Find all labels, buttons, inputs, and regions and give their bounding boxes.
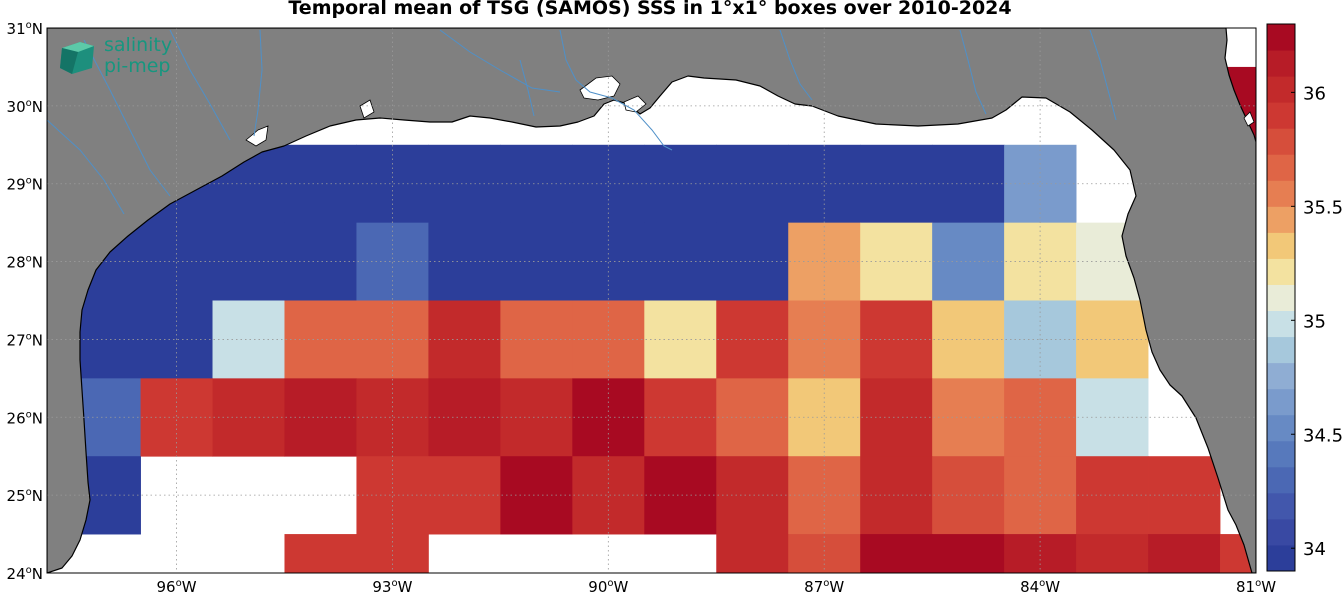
y-tick-label: 24oN [7,565,43,583]
y-tick-label: 27oN [7,331,43,349]
colorbar-swatch [1267,544,1295,572]
colorbar-swatch [1267,414,1295,442]
colorbar-swatch [1267,362,1295,390]
x-tick-label: 87oW [804,578,844,594]
x-tick-label: 96oW [157,578,197,594]
logo-mark-icon [60,42,94,74]
y-tick-label: 26oN [7,409,43,427]
sss-cell [284,534,357,573]
sss-cell [356,534,429,573]
colorbar-swatch [1267,24,1295,51]
sss-cell [788,534,861,573]
mississippi-river [559,29,673,151]
colorbar-swatch [1267,310,1295,338]
land-mass [47,28,1256,573]
colorbar-swatch [1267,492,1295,520]
colorbar-swatch [1267,440,1295,468]
atchafalaya-river [519,59,535,117]
sss-cell [1076,534,1149,573]
trinity-river [169,29,231,141]
sss-cell [716,534,789,573]
colorbar-swatch [1267,232,1295,259]
colorbar-tick-label: 35 [1303,311,1326,332]
colorbar-swatch [1267,128,1295,155]
y-tick-label: 31oN [7,20,43,38]
lake-calcasieu [359,99,375,119]
y-tick-label: 28oN [7,254,43,272]
sabine-river [253,29,263,137]
colorbar-swatch [1267,258,1295,285]
y-tick-label: 25oN [7,487,43,505]
brazos-river [83,39,171,197]
colorbar-swatch [1267,518,1295,546]
colorbar-frame [1266,23,1296,572]
sss-cell [1004,534,1077,573]
suwannee-river [1089,29,1117,121]
colorbar-swatch [1267,102,1295,129]
salinity-pimep-logo: salinity pi-mep [58,34,188,80]
colorbar-swatch [1267,284,1295,312]
colorbar-swatch [1267,50,1295,77]
sss-cell [1148,534,1221,573]
colorbar-swatch [1267,336,1295,364]
x-tick-label: 90oW [588,578,628,594]
colorbar-tick-label: 35.5 [1303,197,1343,218]
y-tick-label: 30oN [7,98,43,116]
red-river [439,29,561,93]
apalachicola-river [959,29,987,115]
sss-cell [860,534,933,573]
logo-text-salinity: salinity [104,34,173,56]
colorbar-swatch [1267,76,1295,103]
y-axis-ticks: 24oN 25oN 26oN 27oN 28oN 29oN 30oN 31oN [7,20,43,583]
colorbar-swatch [1267,154,1295,181]
figure-title: Temporal mean of TSG (SAMOS) SSS in 1°x1… [288,0,1012,19]
x-tick-label: 84oW [1020,578,1060,594]
colorbar-swatch [1267,388,1295,416]
lake-sabine [245,125,269,147]
logo-text-pimep: pi-mep [104,55,171,77]
colorbar-swatch [1267,180,1295,207]
colorbar-ticks: 34 34.5 35 35.5 36 [1291,83,1343,560]
y-tick-label: 29oN [7,176,43,194]
colorbar-tick-label: 36 [1303,83,1326,104]
x-axis-ticks: 96oW 93oW 90oW 87oW 84oW 81oW [157,578,1277,594]
lake-pontchartrain [579,75,621,101]
colorbar-tick-label: 34.5 [1303,425,1343,446]
x-tick-label: 81oW [1236,578,1276,594]
colorbar-swatch [1267,466,1295,494]
colorbar-tick-label: 34 [1303,539,1326,560]
rivers [47,29,1117,215]
colorbar-swatch [1267,206,1295,233]
colorbar [1267,24,1295,572]
colorado-river [47,119,125,215]
sss-cell [932,534,1005,573]
x-tick-label: 93oW [372,578,412,594]
lake-okeechobee [1243,111,1255,127]
graticule [47,28,1256,573]
map-area [47,28,1256,573]
map-frame [46,27,1257,574]
alabama-river [779,29,813,101]
